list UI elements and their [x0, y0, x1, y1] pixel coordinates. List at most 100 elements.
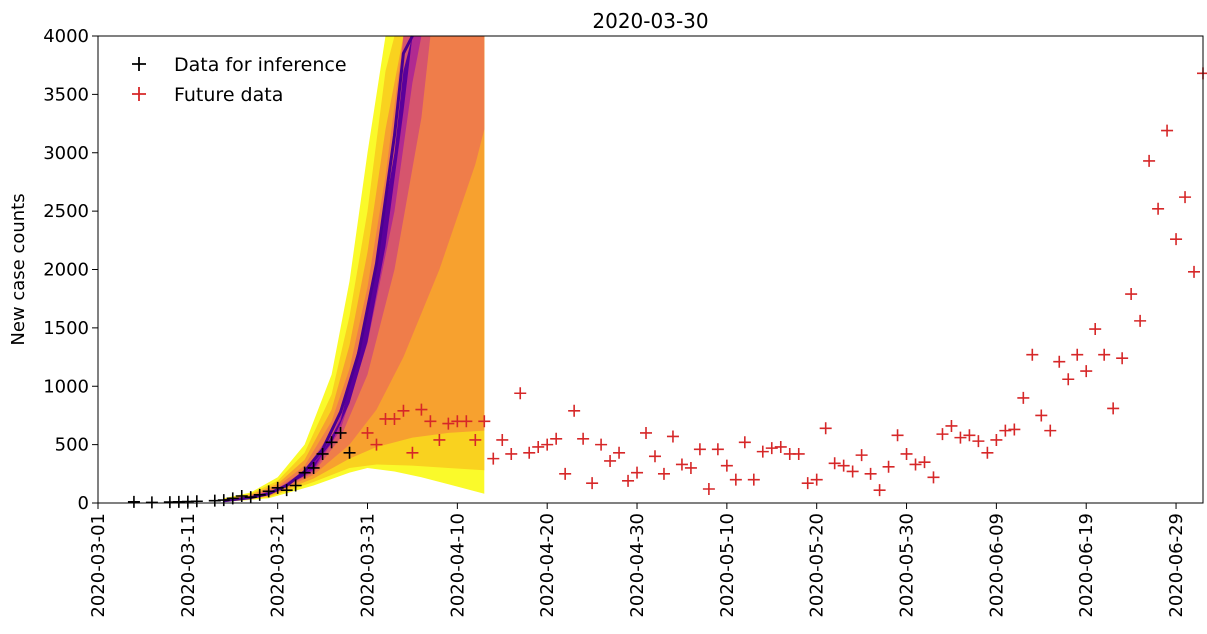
future-data-point [810, 473, 823, 486]
future-data-point [640, 426, 653, 439]
future-data-point [936, 428, 949, 441]
legend-marker-1 [132, 57, 146, 71]
data-markers [127, 67, 1207, 509]
future-data-point [675, 458, 688, 471]
inference-data-point [253, 488, 266, 501]
future-data-point [1152, 202, 1165, 215]
y-tick-label: 4000 [43, 26, 89, 47]
future-data-point [648, 450, 661, 463]
future-data-point [1035, 409, 1048, 422]
y-tick-label: 500 [55, 435, 89, 456]
future-data-point [963, 429, 976, 442]
future-data-point [819, 422, 832, 435]
future-data-point [774, 440, 787, 453]
y-tick-label: 2000 [43, 260, 89, 281]
future-data-point [523, 446, 536, 459]
inference-data-point [244, 491, 257, 504]
future-data-point [1107, 402, 1120, 415]
future-data-point [873, 484, 886, 497]
future-data-point [397, 404, 410, 417]
inference-data-point [298, 466, 311, 479]
future-data-point [541, 438, 554, 451]
inference-data-point [316, 447, 329, 460]
future-data-point [586, 477, 599, 490]
future-data-point [999, 424, 1012, 437]
future-data-point [370, 438, 383, 451]
future-data-point [729, 473, 742, 486]
inference-data-point [334, 426, 347, 439]
future-data-point [765, 442, 778, 455]
future-data-point [972, 435, 985, 448]
y-tick-label: 3000 [43, 143, 89, 164]
future-data-point [900, 447, 913, 460]
future-data-point [801, 477, 814, 490]
y-tick-label: 3500 [43, 84, 89, 105]
y-axis-label: New case counts [8, 193, 29, 345]
future-data-point [711, 443, 724, 456]
future-data-point [433, 433, 446, 446]
future-data-point [918, 456, 931, 469]
future-data-point [792, 447, 805, 460]
future-data-point [1071, 348, 1084, 361]
future-data-point [496, 433, 509, 446]
x-tick-label: 2020-03-11 [178, 513, 199, 618]
future-data-point [855, 449, 868, 462]
y-tick-label: 1000 [43, 376, 89, 397]
future-data-point [891, 429, 904, 442]
x-tick-label: 2020-06-09 [986, 513, 1007, 618]
future-data-point [738, 436, 751, 449]
prediction-bands [223, 35, 485, 503]
x-tick-label: 2020-05-20 [807, 513, 828, 618]
prediction-band-6 [223, 36, 422, 501]
inference-data-point [127, 495, 140, 508]
future-data-point [631, 466, 644, 479]
x-tick-label: 2020-04-10 [447, 513, 468, 618]
future-data-point [469, 433, 482, 446]
future-data-point [720, 459, 733, 472]
inference-data-point [217, 494, 230, 507]
future-data-point [1053, 355, 1066, 368]
future-data-point [1188, 265, 1201, 278]
legend-marker-2 [132, 87, 146, 101]
future-data-point [595, 438, 608, 451]
inference-data-point [325, 436, 338, 449]
future-data-point [981, 446, 994, 459]
future-data-point [864, 467, 877, 480]
prediction-band-4 [223, 36, 485, 502]
future-data-point [1134, 314, 1147, 327]
future-data-point [532, 440, 545, 453]
y-tick-label: 0 [78, 493, 89, 514]
inference-data-point [289, 479, 302, 492]
future-data-point [460, 415, 473, 428]
x-tick-label: 2020-05-10 [717, 513, 738, 618]
future-data-point [990, 433, 1003, 446]
future-data-point [1062, 373, 1075, 386]
future-data-point [1026, 348, 1039, 361]
future-data-point [1044, 424, 1057, 437]
future-data-point [1116, 352, 1129, 365]
future-data-point [693, 443, 706, 456]
future-data-point [954, 431, 967, 444]
axes: 0 500 1000 1500 2000 2500 3000 3500 4000 2020-03-… [43, 26, 1204, 618]
inference-data-point [307, 461, 320, 474]
x-tick-label: 2020-03-31 [358, 513, 379, 618]
future-data-point [577, 432, 590, 445]
future-data-point [927, 471, 940, 484]
inference-data-point [145, 496, 158, 509]
future-data-point [1161, 124, 1174, 137]
inference-data-point [190, 495, 203, 508]
future-data-point [909, 458, 922, 471]
future-data-point [666, 430, 679, 443]
inference-data-point [280, 484, 293, 497]
future-data-point [1089, 323, 1102, 336]
future-data-point [1017, 391, 1030, 404]
future-data-point [1143, 154, 1156, 167]
y-tick-label: 1500 [43, 318, 89, 339]
future-data-point [505, 447, 518, 460]
future-data-point [657, 467, 670, 480]
future-data-point [1170, 233, 1183, 246]
x-tick-label: 2020-06-19 [1076, 513, 1097, 618]
legend: Data for inference Future data [132, 54, 347, 106]
future-data-point [415, 403, 428, 416]
future-data-point [846, 465, 859, 478]
